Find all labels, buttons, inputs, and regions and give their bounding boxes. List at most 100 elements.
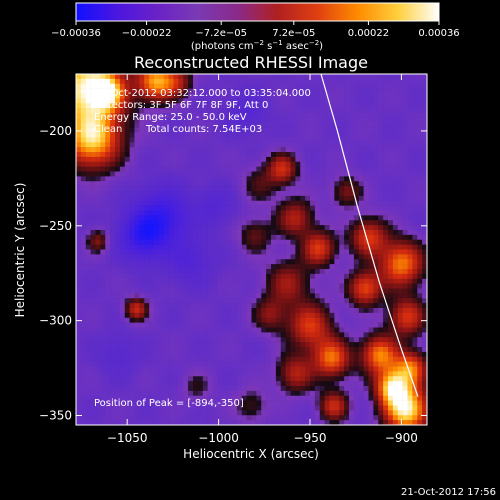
heatmap-cell bbox=[261, 186, 267, 192]
heatmap-cell bbox=[417, 264, 423, 270]
heatmap-cell bbox=[193, 308, 199, 314]
heatmap-cell bbox=[285, 93, 291, 99]
heatmap-cell bbox=[363, 288, 369, 294]
heatmap-cell bbox=[85, 386, 91, 392]
heatmap-cell bbox=[368, 156, 374, 163]
heatmap-cell bbox=[95, 356, 101, 362]
heatmap-cell bbox=[173, 108, 179, 114]
heatmap-cell bbox=[334, 156, 340, 163]
heatmap-cell bbox=[236, 332, 243, 338]
heatmap-cell bbox=[188, 273, 194, 280]
heatmap-cell bbox=[256, 337, 262, 343]
heatmap-cell bbox=[358, 317, 364, 323]
heatmap-cell bbox=[149, 312, 155, 319]
heatmap-cell bbox=[422, 176, 427, 182]
heatmap-cell bbox=[353, 239, 360, 245]
heatmap-cell bbox=[236, 317, 243, 323]
heatmap-cell bbox=[183, 215, 189, 221]
heatmap-cell bbox=[349, 249, 355, 255]
heatmap-cell bbox=[76, 93, 82, 99]
heatmap-cell bbox=[275, 108, 282, 114]
heatmap-cell bbox=[290, 234, 296, 241]
heatmap-cell bbox=[173, 269, 179, 275]
heatmap-cell bbox=[256, 93, 262, 99]
heatmap-cell bbox=[363, 283, 369, 289]
heatmap-cell bbox=[158, 381, 165, 387]
heatmap-cell bbox=[314, 78, 321, 85]
heatmap-cell bbox=[178, 234, 184, 241]
heatmap-cell bbox=[193, 288, 199, 294]
heatmap-cell bbox=[280, 327, 286, 333]
heatmap-cell bbox=[305, 308, 311, 314]
heatmap-cell bbox=[314, 93, 321, 99]
heatmap-cell bbox=[271, 210, 277, 216]
heatmap-cell bbox=[300, 176, 306, 182]
heatmap-cell bbox=[251, 332, 257, 338]
heatmap-cell bbox=[119, 337, 126, 343]
heatmap-cell bbox=[319, 395, 325, 401]
heatmap-cell bbox=[368, 381, 374, 387]
heatmap-cell bbox=[178, 288, 184, 294]
heatmap-cell bbox=[232, 400, 238, 406]
heatmap-cell bbox=[188, 283, 194, 289]
heatmap-cell bbox=[256, 400, 262, 406]
heatmap-cell bbox=[314, 88, 321, 94]
heatmap-cell bbox=[319, 332, 325, 338]
heatmap-cell bbox=[129, 347, 135, 353]
heatmap-cell bbox=[373, 322, 379, 328]
heatmap-cell bbox=[422, 200, 427, 206]
heatmap-cell bbox=[300, 405, 306, 411]
heatmap-cell bbox=[300, 234, 306, 241]
heatmap-cell bbox=[85, 400, 91, 406]
heatmap-cell bbox=[310, 215, 316, 221]
heatmap-cell bbox=[358, 273, 364, 280]
heatmap-cell bbox=[339, 244, 345, 250]
heatmap-cell bbox=[95, 254, 101, 260]
heatmap-cell bbox=[285, 142, 291, 148]
heatmap-cell bbox=[154, 386, 160, 392]
heatmap-cell bbox=[115, 327, 121, 333]
heatmap-cell bbox=[149, 210, 155, 216]
heatmap-cell bbox=[139, 83, 145, 89]
heatmap-cell bbox=[222, 347, 228, 353]
heatmap-cell bbox=[271, 366, 277, 372]
heatmap-cell bbox=[373, 166, 379, 172]
heatmap-cell bbox=[271, 142, 277, 148]
heatmap-cell bbox=[334, 332, 340, 338]
heatmap-cell bbox=[285, 166, 291, 172]
heatmap-cell bbox=[124, 225, 130, 231]
heatmap-cell bbox=[368, 113, 374, 119]
heatmap-cell bbox=[285, 137, 291, 143]
heatmap-cell bbox=[261, 200, 267, 206]
heatmap-cell bbox=[402, 395, 408, 401]
heatmap-cell bbox=[85, 200, 91, 206]
heatmap-cell bbox=[378, 186, 384, 192]
heatmap-cell bbox=[119, 103, 126, 109]
heatmap-cell bbox=[412, 347, 418, 353]
heatmap-cell bbox=[324, 147, 330, 153]
heatmap-cell bbox=[188, 191, 194, 197]
heatmap-cell bbox=[139, 142, 145, 148]
heatmap-cell bbox=[319, 88, 325, 94]
heatmap-cell bbox=[178, 386, 184, 392]
heatmap-cell bbox=[295, 225, 301, 231]
heatmap-cell bbox=[193, 230, 199, 236]
heatmap-cell bbox=[227, 332, 233, 338]
heatmap-cell bbox=[261, 181, 267, 187]
heatmap-cell bbox=[217, 171, 223, 177]
heatmap-cell bbox=[310, 156, 316, 163]
heatmap-cell bbox=[310, 113, 316, 119]
heatmap-cell bbox=[339, 122, 345, 128]
heatmap-cell bbox=[76, 278, 82, 284]
heatmap-cell bbox=[217, 88, 223, 94]
heatmap-cell bbox=[232, 127, 238, 133]
heatmap-cell bbox=[256, 220, 262, 226]
heatmap-cell bbox=[378, 400, 384, 406]
heatmap-cell bbox=[275, 351, 282, 358]
heatmap-cell bbox=[344, 405, 350, 411]
heatmap-cell bbox=[363, 351, 369, 358]
heatmap-cell bbox=[119, 317, 126, 323]
heatmap-cell bbox=[256, 83, 262, 89]
heatmap-cell bbox=[183, 137, 189, 143]
heatmap-cell bbox=[197, 381, 204, 387]
